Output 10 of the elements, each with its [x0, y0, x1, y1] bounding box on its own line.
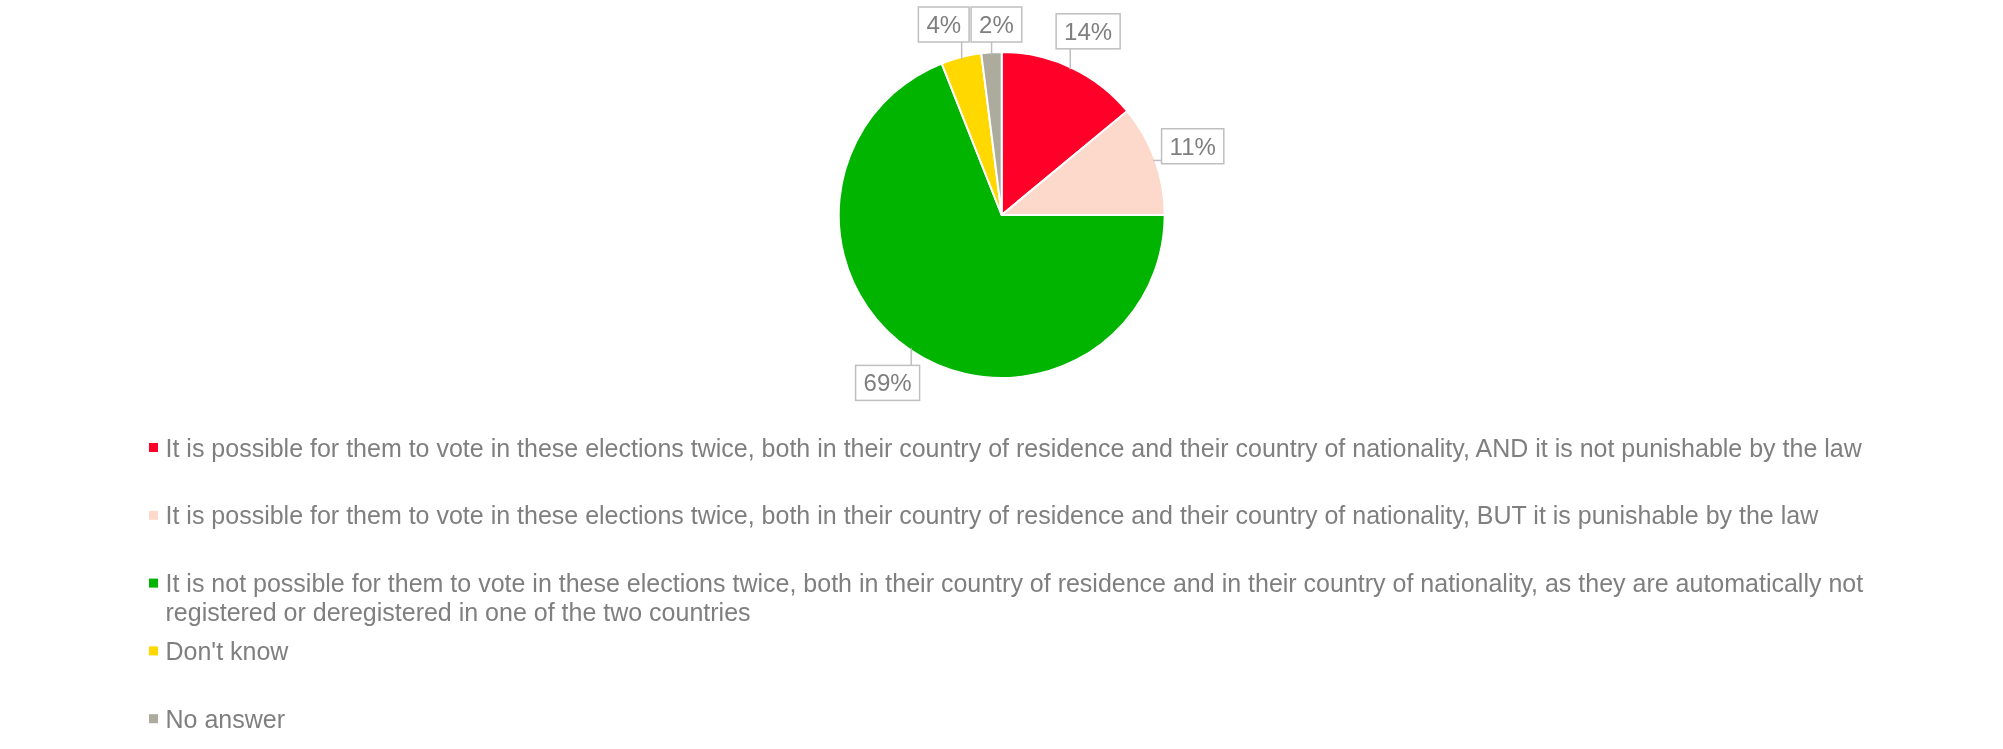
data-label: 4%	[926, 11, 962, 38]
legend-label: No answer	[165, 704, 285, 733]
legend-label: Don't know	[165, 636, 290, 665]
legend-label: It is possible for them to vote in these elections twice, both in their country of residence and their country of nationality, BUT it is punishable by the law	[165, 501, 1820, 530]
data-label: 11%	[1169, 132, 1216, 160]
data-label: 14%	[1064, 17, 1113, 45]
legend-label: It is not possible for them to vote in these elections twice, both in their country of residence and in their country of nationality, as they are automatically not registered or deregistered in one of the two countries	[165, 569, 1864, 626]
data-label: 2%	[979, 11, 1014, 38]
data-label: 69%	[863, 369, 912, 397]
legend-label: It is possible for them to vote in these elections twice, both in their country of residence and their country of nationality, AND it is not punishable by the law	[165, 433, 1863, 462]
